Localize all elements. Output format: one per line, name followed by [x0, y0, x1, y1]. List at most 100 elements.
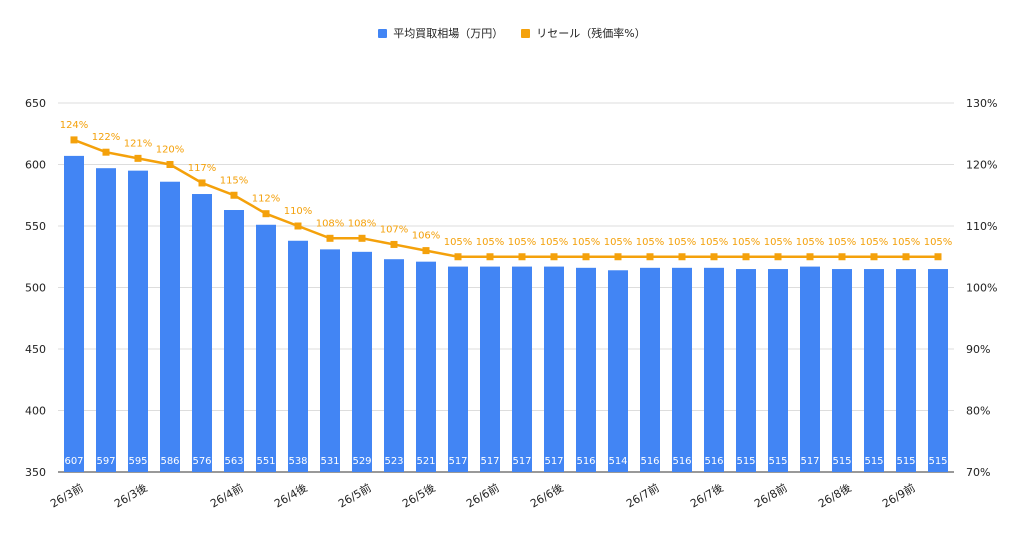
bar — [864, 269, 884, 472]
line-point — [742, 253, 750, 261]
y-right-tick-label: 90% — [966, 343, 990, 356]
y-right-tick-label: 110% — [966, 220, 997, 233]
x-tick-label: 26/8前 — [752, 480, 790, 510]
bar-value-label: 586 — [160, 456, 179, 467]
line-value-label: 106% — [412, 231, 441, 242]
line-point — [486, 253, 494, 261]
line-value-label: 115% — [220, 175, 249, 186]
x-tick-label: 26/8後 — [816, 480, 854, 510]
bar-value-label: 515 — [896, 456, 915, 467]
line-value-label: 105% — [508, 237, 537, 248]
line-value-label: 105% — [796, 237, 825, 248]
bar — [384, 259, 404, 472]
y-right-tick-label: 80% — [966, 405, 990, 418]
bar — [256, 224, 276, 472]
line-point — [518, 253, 526, 261]
bar-value-label: 523 — [384, 456, 403, 467]
bar — [192, 194, 212, 472]
bar — [128, 170, 148, 472]
x-tick-label: 26/7前 — [624, 480, 662, 510]
bar-value-label: 515 — [736, 456, 755, 467]
line-point — [902, 253, 910, 261]
line-value-label: 110% — [284, 206, 313, 217]
bar — [736, 269, 756, 472]
x-tick-label: 26/3前 — [48, 480, 86, 510]
line-point — [646, 253, 654, 261]
line-point — [294, 222, 302, 230]
line-point — [198, 179, 206, 187]
bar-value-label: 514 — [608, 456, 627, 467]
bar — [64, 155, 84, 472]
bar-value-label: 516 — [576, 456, 595, 467]
line-value-label: 105% — [476, 237, 505, 248]
line-point — [262, 210, 270, 218]
line-value-label: 105% — [668, 237, 697, 248]
x-tick-label: 26/5後 — [400, 480, 438, 510]
bar-value-label: 515 — [832, 456, 851, 467]
x-tick-label: 26/9前 — [880, 480, 918, 510]
bar — [832, 269, 852, 472]
line-point — [230, 191, 238, 199]
line-point — [774, 253, 782, 261]
y-right-tick-label: 70% — [966, 466, 990, 479]
line-value-label: 107% — [380, 224, 409, 235]
bar-value-label: 517 — [800, 456, 819, 467]
bar — [352, 251, 372, 472]
line-value-label: 105% — [572, 237, 601, 248]
bar-value-label: 516 — [704, 456, 723, 467]
legend-label-bar: 平均買取相場（万円） — [393, 27, 504, 40]
bar — [512, 266, 532, 472]
bar-value-label: 517 — [480, 456, 499, 467]
bar-value-label: 563 — [224, 456, 243, 467]
line-point — [454, 253, 462, 261]
legend: 平均買取相場（万円） リセール（残価率%） — [0, 25, 1024, 41]
line-value-label: 105% — [540, 237, 569, 248]
bar — [320, 249, 340, 472]
bar — [224, 210, 244, 472]
bar — [448, 266, 468, 472]
line-series — [73, 138, 938, 258]
y-left-tick-label: 650 — [25, 97, 46, 110]
line-value-label: 121% — [124, 138, 153, 149]
bar — [896, 269, 916, 472]
x-tick-label: 26/3後 — [112, 480, 150, 510]
line-value-label: 124% — [60, 120, 89, 131]
line-point — [70, 136, 78, 144]
line-value-label: 105% — [860, 237, 889, 248]
legend-swatch-bar — [378, 28, 388, 38]
line-value-label: 108% — [348, 218, 377, 229]
line-value-label: 105% — [604, 237, 633, 248]
bar — [160, 181, 180, 472]
line-point — [358, 234, 366, 242]
y-right-tick-label: 130% — [966, 97, 997, 110]
line-point — [550, 253, 558, 261]
legend-label-line: リセール（残価率%） — [536, 27, 646, 40]
legend-item-bar-series[interactable]: 平均買取相場（万円） — [378, 25, 503, 41]
y-left-tick-label: 400 — [25, 405, 46, 418]
bar-value-label: 529 — [352, 456, 371, 467]
y-left-tick-label: 550 — [25, 220, 46, 233]
line-value-label: 108% — [316, 218, 345, 229]
x-tick-label: 26/4後 — [272, 480, 310, 510]
bar — [672, 267, 692, 472]
line-point — [838, 253, 846, 261]
bar — [928, 269, 948, 472]
bar-value-label: 531 — [320, 456, 339, 467]
y-left-tick-label: 600 — [25, 159, 46, 172]
line-point — [102, 148, 110, 156]
line-value-label: 120% — [156, 145, 185, 156]
legend-item-line-series[interactable]: リセール（残価率%） — [521, 25, 646, 41]
bar-value-label: 516 — [672, 456, 691, 467]
bar-value-label: 538 — [288, 456, 307, 467]
line-value-label: 117% — [188, 163, 217, 174]
line-value-label: 105% — [732, 237, 761, 248]
y-left-tick-label: 450 — [25, 343, 46, 356]
line-value-label: 105% — [828, 237, 857, 248]
bar — [576, 267, 596, 472]
bar — [416, 261, 436, 472]
bar-value-label: 515 — [864, 456, 883, 467]
line-value-label: 105% — [636, 237, 665, 248]
bar-value-label: 607 — [64, 456, 83, 467]
